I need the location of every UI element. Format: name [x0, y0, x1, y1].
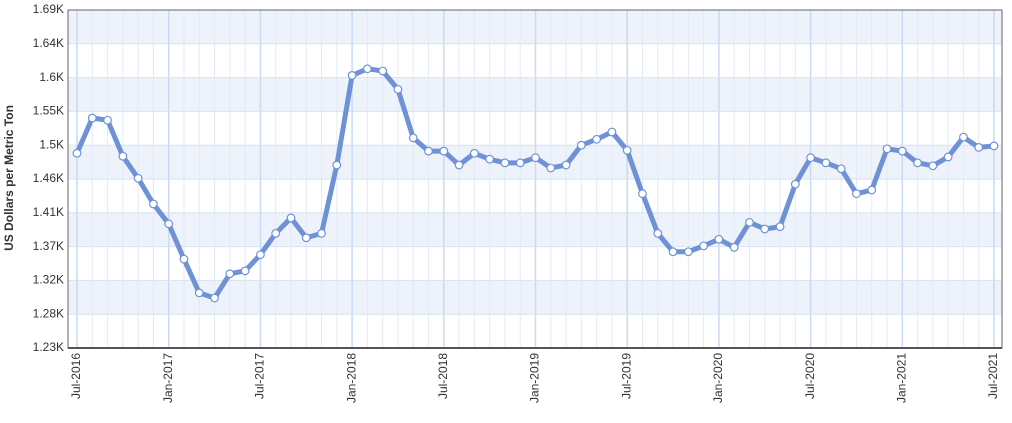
point-marker — [485, 154, 495, 164]
point-marker — [149, 199, 158, 209]
point-marker — [362, 64, 372, 74]
point-marker — [959, 132, 968, 142]
point-marker — [378, 66, 388, 76]
x-tick-label: Jan-2019 — [528, 353, 542, 403]
point-marker — [607, 127, 617, 137]
point-marker — [561, 160, 571, 170]
point-marker — [72, 148, 82, 158]
point-marker — [668, 247, 678, 257]
point-marker — [806, 153, 815, 163]
point-marker — [408, 133, 418, 143]
x-tick-label: Jul-2021 — [986, 353, 1000, 399]
point-marker — [653, 228, 663, 238]
x-tick-label: Jul-2016 — [69, 353, 83, 399]
point-marker — [332, 160, 342, 170]
point-marker — [836, 164, 846, 174]
x-tick-label: Jan-2017 — [161, 353, 175, 403]
point-marker — [882, 144, 892, 154]
x-tick-label: Jan-2021 — [894, 353, 908, 403]
y-axis-label: US Dollars per Metric Ton — [2, 105, 16, 251]
point-marker — [317, 228, 326, 238]
point-marker — [928, 161, 938, 171]
point-marker — [531, 153, 540, 163]
point-marker — [87, 113, 97, 123]
point-marker — [133, 173, 143, 183]
point-marker — [515, 158, 525, 168]
y-tick-label: 1.41K — [33, 205, 64, 219]
point-marker — [760, 224, 770, 234]
point-marker — [943, 152, 953, 162]
point-marker — [699, 241, 709, 251]
point-marker — [424, 146, 433, 156]
point-marker — [210, 293, 219, 303]
point-marker — [118, 151, 128, 161]
point-marker — [500, 158, 510, 168]
y-tick-label: 1.55K — [33, 104, 64, 118]
point-marker — [775, 222, 785, 232]
point-marker — [271, 228, 281, 238]
point-marker — [454, 160, 464, 170]
point-marker — [546, 163, 556, 173]
point-marker — [638, 189, 647, 199]
point-marker — [592, 134, 602, 144]
point-marker — [683, 247, 693, 257]
point-marker — [745, 217, 754, 227]
y-tick-label: 1.5K — [39, 137, 64, 151]
point-marker — [439, 146, 449, 156]
y-tick-label: 1.69K — [33, 2, 64, 16]
point-marker — [179, 254, 189, 264]
x-tick-label: Jul-2020 — [803, 353, 817, 399]
point-marker — [974, 143, 984, 152]
x-tick-label: Jul-2019 — [619, 353, 633, 399]
x-tick-label: Jan-2018 — [344, 353, 358, 403]
point-marker — [790, 179, 800, 189]
point-marker — [913, 158, 922, 168]
point-marker — [286, 213, 296, 223]
point-marker — [852, 189, 861, 199]
y-tick-label: 1.64K — [33, 36, 64, 50]
point-marker — [194, 288, 204, 298]
point-marker — [225, 269, 235, 279]
point-marker — [989, 141, 999, 151]
point-marker — [729, 242, 739, 252]
x-tick-label: Jan-2020 — [711, 353, 725, 403]
y-tick-label: 1.23K — [33, 340, 64, 354]
y-tick-label: 1.37K — [33, 239, 64, 253]
y-tick-label: 1.32K — [33, 273, 64, 287]
x-tick-label: Jul-2018 — [436, 353, 450, 399]
point-marker — [576, 140, 586, 150]
point-marker — [821, 158, 831, 168]
point-marker — [301, 233, 311, 243]
y-tick-label: 1.6K — [39, 70, 64, 84]
point-marker — [256, 250, 265, 260]
point-marker — [867, 185, 877, 195]
point-marker — [240, 266, 250, 276]
y-tick-label: 1.28K — [33, 306, 64, 320]
point-marker — [347, 70, 357, 80]
x-tick-label: Jul-2017 — [253, 353, 267, 399]
point-marker — [393, 84, 403, 94]
point-marker — [622, 145, 632, 155]
point-marker — [469, 148, 479, 158]
point-marker — [714, 234, 724, 244]
point-marker — [103, 115, 112, 125]
point-marker — [164, 219, 174, 229]
y-tick-label: 1.46K — [33, 171, 64, 185]
point-marker — [897, 146, 907, 156]
